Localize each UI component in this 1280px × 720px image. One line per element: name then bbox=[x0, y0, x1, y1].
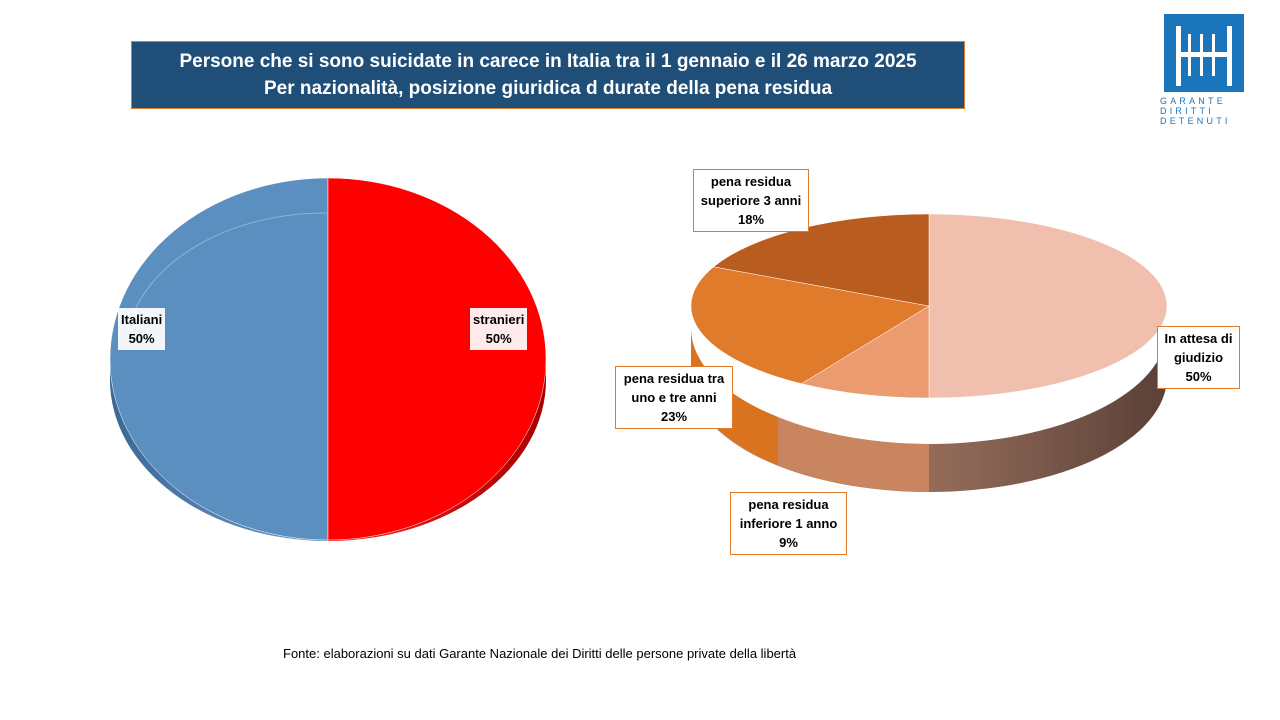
logo-text-line-1: GARANTE bbox=[1160, 96, 1226, 106]
label-attesa-pct: 50% bbox=[1185, 369, 1212, 384]
slice-inferiore-1-anno bbox=[800, 305, 930, 399]
label-attesa-line-1: In attesa di bbox=[1164, 331, 1233, 346]
label-tra-uno-e-tre: pena residua tra uno e tre anni 23% bbox=[615, 366, 733, 429]
label-italiani-name: Italiani bbox=[121, 312, 163, 327]
title-line-2: Per nazionalità, posizione giuridica d d… bbox=[263, 78, 833, 99]
slice-tra-uno-e-tre bbox=[690, 266, 930, 384]
label-inferiore-line-1: pena residua bbox=[748, 497, 829, 512]
label-inferiore-1-anno: pena residua inferiore 1 anno 9% bbox=[730, 492, 847, 555]
label-superiore-pct: 18% bbox=[737, 212, 765, 227]
label-attesa-line-2: giudizio bbox=[1173, 350, 1224, 365]
title-line-1: Persone che si sono suicidate in carece … bbox=[179, 51, 917, 72]
chart-title: Persone che si sono suicidate in carece … bbox=[131, 41, 965, 109]
pie-right-side-mid-part bbox=[778, 417, 929, 492]
label-superiore-line-1: pena residua bbox=[710, 174, 792, 189]
pie-right-side-left-part bbox=[691, 329, 778, 465]
pie-left-highlight bbox=[127, 212, 329, 331]
label-inferiore-line-2: inferiore 1 anno bbox=[739, 516, 838, 531]
label-italiani: Italiani 50% bbox=[118, 308, 166, 350]
label-stranieri: stranieri 50% bbox=[470, 308, 528, 350]
pie-nationality bbox=[109, 177, 547, 541]
label-tra-line-1: pena residua tra bbox=[623, 371, 725, 386]
label-superiore-line-2: superiore 3 anni bbox=[700, 193, 802, 208]
logo-text-line-2: DIRITTI bbox=[1160, 106, 1214, 116]
label-tra-line-2: uno e tre anni bbox=[631, 390, 717, 405]
slice-stranieri bbox=[327, 177, 547, 541]
source-note: Fonte: elaborazioni su dati Garante Nazi… bbox=[283, 646, 797, 661]
label-in-attesa: In attesa di giudizio 50% bbox=[1157, 326, 1240, 389]
label-superiore-3-anni: pena residua superiore 3 anni 18% bbox=[693, 169, 809, 232]
label-italiani-pct: 50% bbox=[128, 331, 155, 346]
logo-text-line-3: DETENUTI bbox=[1160, 116, 1231, 126]
label-inferiore-pct: 9% bbox=[779, 535, 798, 550]
slice-in-attesa bbox=[928, 213, 1168, 399]
logo-text: GARANTE DIRITTI DETENUTI bbox=[1160, 96, 1248, 126]
garante-logo bbox=[1164, 14, 1244, 92]
slice-italiani bbox=[109, 177, 329, 541]
label-stranieri-pct: 50% bbox=[485, 331, 512, 346]
label-tra-pct: 23% bbox=[660, 409, 688, 424]
label-stranieri-name: stranieri bbox=[473, 312, 525, 327]
pie-legal-position bbox=[690, 213, 1168, 492]
